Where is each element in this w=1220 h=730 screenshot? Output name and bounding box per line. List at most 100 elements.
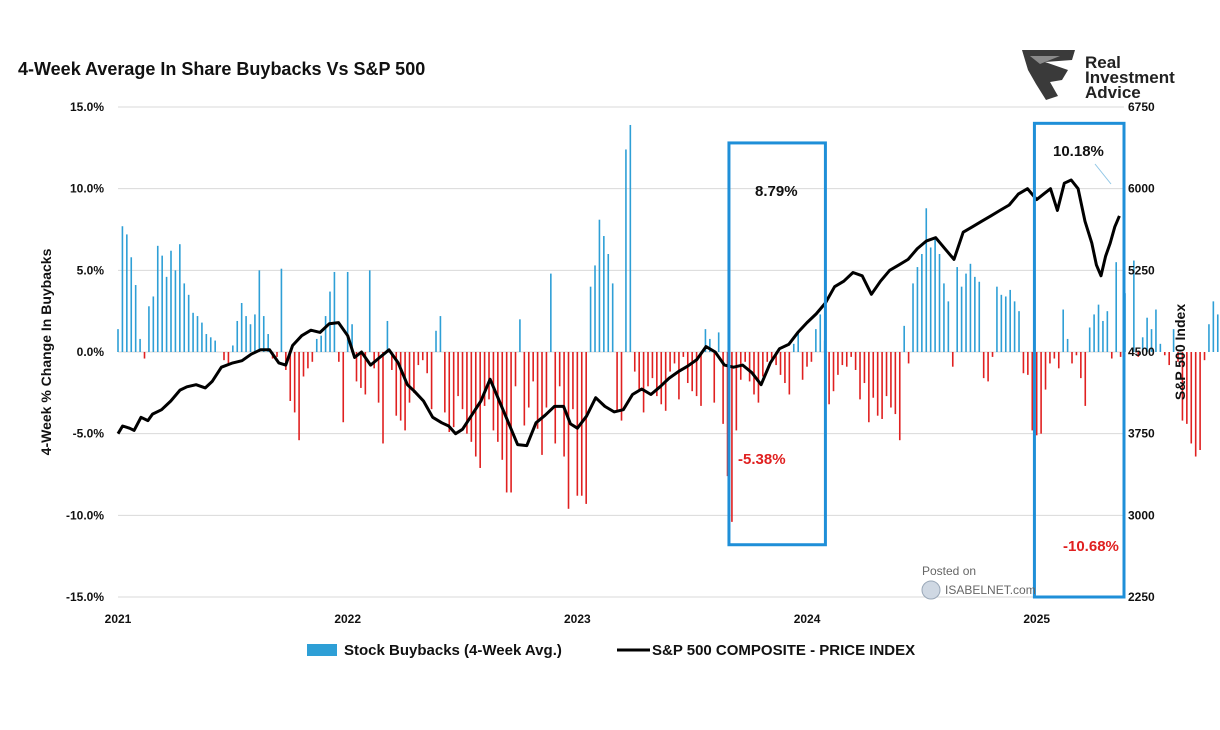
buyback-bar: [1150, 329, 1153, 352]
legend-line-label: S&P 500 COMPOSITE - PRICE INDEX: [652, 642, 915, 659]
buyback-bar: [152, 296, 155, 352]
y-right-tick-label: 3000: [1128, 508, 1155, 522]
buyback-bar: [289, 352, 292, 401]
buyback-bar: [426, 352, 428, 374]
buyback-bar: [254, 314, 256, 352]
buyback-bar: [1177, 352, 1179, 362]
buyback-bar: [413, 352, 415, 393]
buyback-bar: [876, 352, 879, 416]
buyback-bar: [1013, 301, 1016, 352]
brand-line-2: Investment: [1085, 68, 1175, 87]
buyback-bar: [466, 352, 468, 434]
buyback-bar: [801, 352, 804, 380]
buyback-bar: [916, 267, 919, 352]
buyback-bar: [890, 352, 892, 408]
buyback-bar: [947, 301, 950, 352]
buyback-bar: [978, 281, 981, 352]
buyback-bar: [1137, 352, 1140, 357]
buyback-bar: [784, 352, 786, 384]
buyback-bar: [669, 352, 671, 372]
buyback-bar: [1146, 317, 1148, 352]
buyback-bar: [324, 316, 327, 352]
buyback-bar: [143, 352, 146, 359]
buyback-bar: [280, 268, 283, 352]
posted-label: Posted on: [922, 564, 976, 578]
buyback-bar: [775, 352, 777, 366]
buyback-bar: [691, 352, 693, 392]
buyback-bar: [925, 208, 928, 352]
buyback-bar: [1035, 352, 1038, 436]
buyback-bar: [638, 352, 640, 390]
buyback-bar: [209, 337, 212, 352]
buyback-bar: [368, 270, 371, 352]
buyback-bar: [717, 332, 720, 352]
buyback-bar: [545, 352, 548, 408]
buyback-bar: [1049, 352, 1051, 364]
buyback-bar: [479, 352, 481, 468]
buyback-bar: [510, 352, 512, 493]
buyback-bar: [1009, 289, 1011, 352]
buyback-bars: [117, 124, 1219, 522]
buyback-bar: [806, 352, 808, 367]
buyback-bar: [700, 352, 702, 406]
buyback-bar: [815, 329, 817, 352]
buyback-bar: [1110, 352, 1113, 359]
buyback-bar: [439, 316, 442, 352]
y-axis-left-label: 4-Week % Change In Buybacks: [38, 248, 54, 455]
buyback-bar: [965, 273, 967, 352]
buyback-bar: [179, 244, 181, 352]
buyback-bar: [766, 352, 769, 362]
buyback-bar: [474, 352, 477, 457]
buyback-bar: [320, 335, 322, 352]
buyback-bar: [881, 352, 883, 419]
buyback-bar: [744, 352, 746, 362]
buyback-bar: [214, 340, 216, 352]
buyback-bar: [704, 329, 707, 352]
buyback-bar: [554, 352, 557, 444]
buyback-bar: [170, 250, 172, 352]
buyback-bar: [845, 352, 848, 367]
buyback-bar: [770, 352, 773, 359]
buyback-bar: [673, 352, 676, 364]
buyback-bar: [293, 352, 296, 413]
buyback-bar: [1203, 352, 1206, 361]
buyback-bar: [678, 352, 680, 400]
buyback-bar: [885, 352, 888, 397]
y-axis-right-label: S&P 500 Index: [1172, 304, 1188, 400]
buyback-bar: [457, 352, 459, 397]
buyback-bar: [421, 352, 424, 361]
buyback-bar: [943, 283, 945, 352]
buyback-bar: [1212, 301, 1215, 352]
buyback-bar: [408, 352, 411, 403]
buyback-bar: [722, 352, 724, 424]
buyback-bar: [572, 352, 574, 410]
buyback-bar: [311, 352, 314, 362]
buyback-bar: [779, 352, 782, 375]
eagle-logo-icon: [1022, 50, 1075, 100]
buyback-bar: [519, 319, 521, 352]
buyback-bar: [960, 286, 963, 352]
buyback-bar: [788, 352, 791, 395]
x-tick-label: 2023: [564, 612, 591, 626]
buyback-bar: [594, 265, 596, 352]
buyback-bar: [819, 314, 822, 352]
y-left-tick-label: -15.0%: [66, 590, 104, 604]
buyback-bar: [898, 352, 901, 441]
buyback-bar: [563, 352, 565, 457]
buyback-bar: [832, 352, 835, 392]
buyback-bar: [1141, 337, 1144, 352]
buyback-bar: [682, 352, 685, 357]
buyback-bar: [1031, 352, 1034, 431]
buyback-bar: [859, 352, 861, 400]
buyback-bar: [894, 352, 897, 415]
buyback-bar: [134, 285, 137, 352]
buyback-bar: [1022, 352, 1025, 374]
buyback-bar: [991, 352, 994, 357]
buyback-bar: [536, 352, 539, 429]
buyback-bar: [907, 352, 910, 364]
buyback-bar: [488, 352, 490, 400]
y-right-tick-label: 6750: [1128, 100, 1155, 114]
buyback-bar: [1097, 304, 1100, 352]
buyback-bar: [240, 303, 243, 352]
